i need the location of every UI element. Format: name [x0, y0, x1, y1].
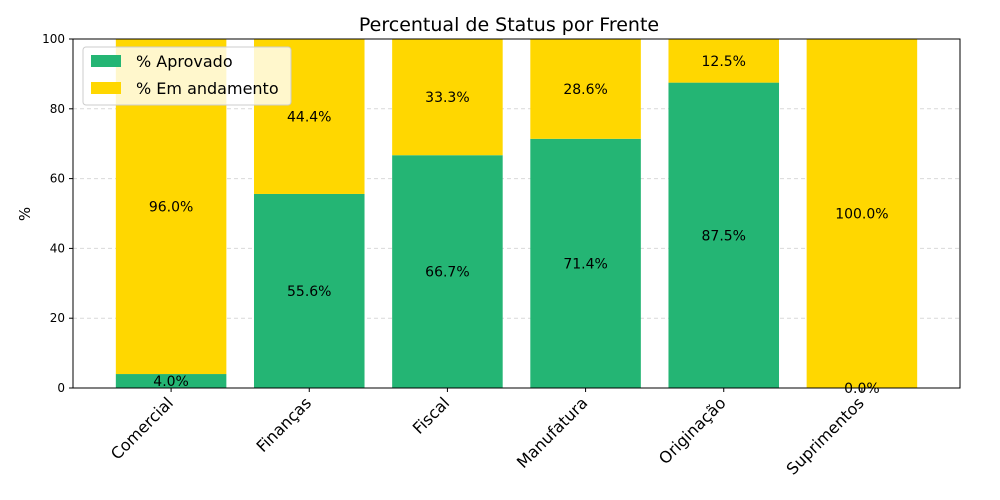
x-tick-label: Fiscal — [409, 393, 453, 437]
x-tick-label: Finanças — [252, 393, 315, 456]
bar-em-andamento — [392, 39, 503, 156]
legend-swatch-aprovado — [91, 55, 121, 67]
y-tick-label: 20 — [50, 311, 65, 325]
y-tick-label: 40 — [50, 241, 65, 255]
bar-value-label: 4.0% — [153, 374, 189, 390]
x-tick-label: Originação — [655, 393, 730, 468]
legend: % Aprovado % Em andamento — [82, 46, 292, 106]
bar-aprovado — [253, 193, 365, 388]
bar-aprovado — [115, 374, 227, 388]
x-tick-label: Comercial — [107, 393, 177, 463]
legend-swatch-em-andamento — [91, 82, 121, 94]
y-tick-label: 0 — [57, 381, 65, 395]
bar-value-label: 28.6% — [563, 82, 607, 98]
y-tick-label: 60 — [50, 172, 65, 186]
bar-aprovado — [392, 155, 503, 388]
x-axis: Comercial Finanças Fiscal Manufatura Origina… — [107, 388, 868, 479]
bar-em-andamento — [668, 39, 780, 83]
bar-value-label: 33.3% — [425, 90, 469, 106]
bar-value-label: 44.4% — [287, 109, 331, 125]
legend-label-aprovado: % Aprovado — [136, 52, 233, 71]
legend-box — [82, 46, 292, 106]
x-tick-label: Manufatura — [513, 393, 592, 472]
bar-em-andamento — [806, 39, 918, 388]
bar-value-label: 71.4% — [563, 256, 607, 272]
bar-em-andamento — [530, 39, 641, 139]
legend-label-em-andamento: % Em andamento — [136, 79, 279, 98]
bar-aprovado — [668, 82, 780, 388]
x-tick-label: Suprimentos — [783, 393, 868, 478]
y-tick-label: 100 — [42, 32, 65, 46]
y-tick-label: 80 — [50, 102, 65, 116]
bar-value-label: 100.0% — [835, 207, 888, 223]
bar-value-label: 87.5% — [702, 228, 746, 244]
bar-aprovado — [530, 138, 641, 388]
bars — [115, 39, 918, 388]
y-axis-label: % — [16, 207, 34, 221]
bar-value-label: 55.6% — [287, 284, 331, 300]
y-axis: 0 20 40 60 80 100 — [42, 32, 73, 395]
bar-value-label: 66.7% — [425, 265, 469, 281]
bar-value-label: 12.5% — [702, 54, 746, 70]
plot-frame — [72, 38, 961, 389]
chart-title: Percentual de Status por Frente — [359, 14, 659, 36]
bar-value-label: 96.0% — [149, 200, 193, 216]
bar-labels: 4.0% 96.0% 55.6% 44.4% 66.7% 33.3% 71.4% 28.6% 8… — [149, 54, 889, 397]
